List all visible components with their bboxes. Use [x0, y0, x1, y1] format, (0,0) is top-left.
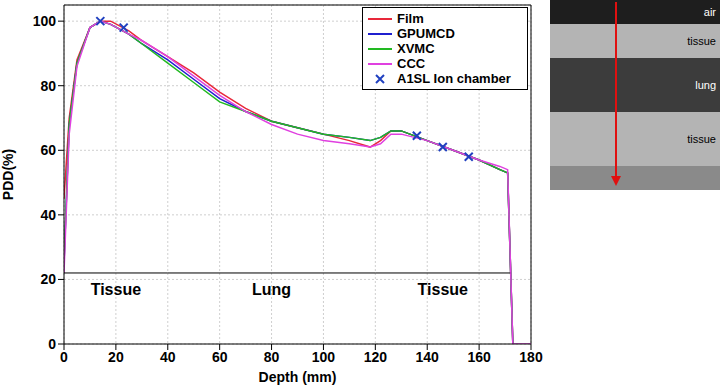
svg-text:0: 0 [48, 336, 56, 352]
html-text:A1SL Ion chamber: A1SL Ion chamber [397, 71, 511, 86]
html-text:Film: Film [397, 11, 424, 26]
svg-text:air: air [704, 6, 717, 18]
svg-text:lung: lung [695, 79, 716, 91]
svg-text:Depth (mm): Depth (mm) [259, 369, 337, 385]
svg-text:40: 40 [160, 349, 176, 365]
svg-text:100: 100 [312, 349, 336, 365]
svg-text:Tissue: Tissue [418, 281, 469, 298]
svg-text:180: 180 [519, 349, 543, 365]
html-text:XVMC: XVMC [397, 41, 435, 56]
svg-text:Lung: Lung [252, 281, 291, 298]
svg-text:140: 140 [416, 349, 440, 365]
svg-text:Tissue: Tissue [91, 281, 142, 298]
svg-text:80: 80 [40, 78, 56, 94]
svg-text:20: 20 [40, 271, 56, 287]
svg-text:160: 160 [467, 349, 491, 365]
svg-text:100: 100 [33, 13, 57, 29]
svg-text:40: 40 [40, 207, 56, 223]
svg-text:120: 120 [364, 349, 388, 365]
html-text:GPUMCD: GPUMCD [397, 26, 455, 41]
svg-text:0: 0 [60, 349, 68, 365]
svg-text:60: 60 [212, 349, 228, 365]
svg-text:tissue: tissue [687, 35, 716, 47]
html-text:CCC: CCC [397, 56, 426, 71]
svg-text:tissue: tissue [687, 133, 716, 145]
svg-text:80: 80 [264, 349, 280, 365]
svg-text:PDD(%): PDD(%) [0, 149, 16, 200]
svg-text:60: 60 [40, 142, 56, 158]
svg-text:20: 20 [108, 349, 124, 365]
